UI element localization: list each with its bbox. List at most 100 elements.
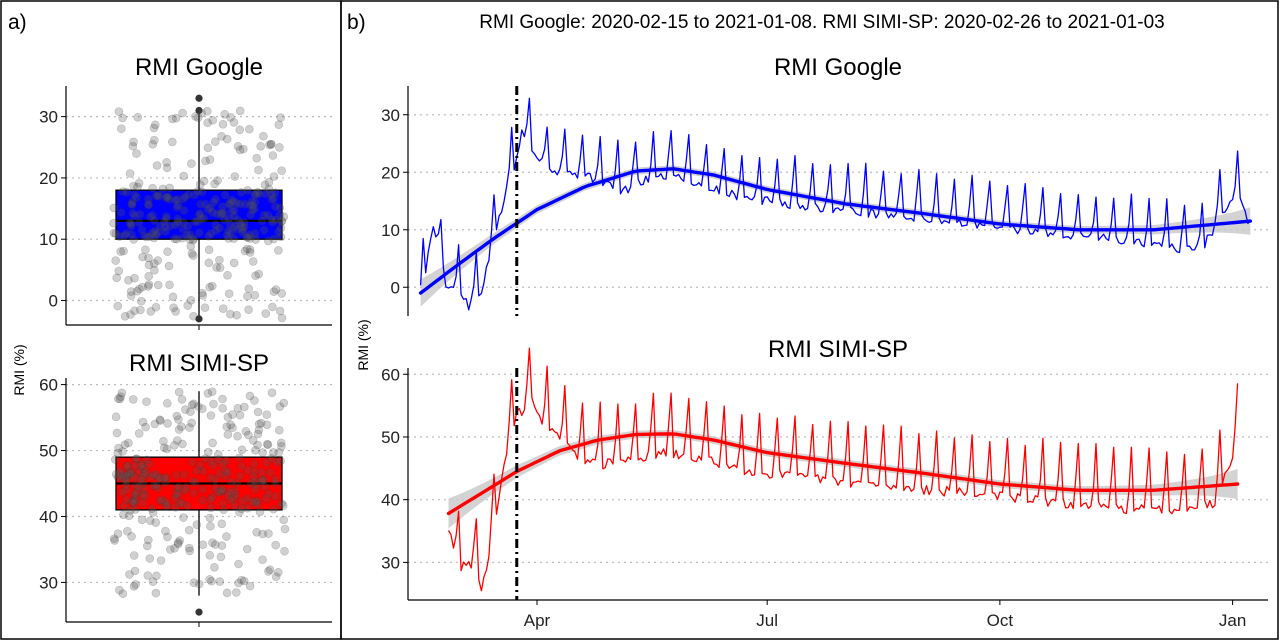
jitter-point (271, 215, 280, 224)
jitter-point (189, 311, 198, 321)
jitter-point (259, 131, 268, 141)
jitter-point (262, 420, 272, 430)
jitter-point (173, 539, 183, 549)
jitter-point (251, 271, 260, 281)
jitter-point (213, 176, 222, 185)
jitter-point (150, 265, 159, 275)
jitter-point (206, 503, 216, 513)
jitter-point (264, 529, 273, 538)
jitter-point (203, 118, 212, 127)
plot-title: RMI SIMI-SP (129, 350, 269, 377)
jitter-point (206, 473, 215, 483)
jitter-point (183, 501, 192, 511)
jitter-point (245, 124, 254, 134)
jitter-point (186, 242, 196, 251)
jitter-point (245, 230, 255, 240)
jitter-point (235, 199, 245, 209)
jitter-point (245, 391, 255, 401)
jitter-point (179, 206, 189, 215)
jitter-point (114, 266, 124, 276)
boxplot-google: RMI Google 0 10 20 30 (39, 54, 332, 330)
jitter-point (149, 481, 159, 491)
jitter-point (239, 576, 249, 586)
panel-b-frame (340, 0, 1279, 640)
jitter-point (119, 471, 129, 481)
jitter-point (233, 431, 242, 441)
y-axis-label-panel-b: RMI (%) (355, 319, 371, 370)
jitter-point (232, 588, 241, 597)
jitter-point (256, 418, 266, 428)
jitter-point (250, 467, 259, 476)
jitter-point (264, 184, 274, 194)
jitter-point (130, 211, 139, 221)
jitter-point (139, 464, 148, 473)
jitter-point (259, 475, 268, 485)
jitter-point (252, 153, 262, 163)
jitter-point (201, 200, 211, 209)
jitter-point (143, 571, 153, 580)
jitter-point (184, 525, 194, 535)
jitter-point (230, 486, 239, 496)
jitter-point (111, 469, 121, 479)
jitter-point (181, 483, 191, 492)
jitter-point (243, 465, 253, 475)
jitter-point (150, 135, 159, 145)
jitter-point (278, 501, 288, 510)
jitter-point (277, 499, 286, 508)
jitter-point (174, 482, 184, 492)
jitter-point (132, 454, 141, 464)
jitter-point (155, 496, 165, 506)
jitter-point (237, 575, 246, 585)
jitter-point (110, 536, 119, 545)
jitter-point (143, 282, 153, 291)
jitter-point (126, 219, 136, 229)
jitter-point (233, 403, 243, 413)
jitter-point (129, 137, 138, 147)
jitter-point (261, 309, 271, 318)
jitter-point (217, 208, 227, 218)
jitter-point (129, 395, 138, 404)
jitter-point (126, 310, 135, 319)
jitter-point (267, 190, 276, 199)
jitter-point (158, 184, 168, 194)
jitter-point (275, 203, 285, 213)
jitter-point (267, 195, 277, 204)
jitter-point (188, 251, 198, 260)
jitter-point (233, 142, 243, 151)
jitter-point (248, 201, 258, 211)
jitter-point (130, 461, 140, 471)
plot-title: RMI SIMI-SP (768, 336, 908, 363)
jitter-point (144, 459, 154, 469)
jitter-point (223, 412, 233, 422)
jitter-point (277, 166, 287, 175)
jitter-point (153, 256, 163, 265)
jitter-point (247, 197, 257, 207)
jitter-point (215, 223, 224, 233)
jitter-point (222, 231, 232, 240)
jitter-point (211, 220, 220, 230)
jitter-point (185, 423, 194, 432)
jitter-point (206, 495, 215, 504)
jitter-point (125, 506, 135, 515)
jitter-point (275, 306, 285, 316)
jitter-point (115, 585, 124, 595)
jitter-point (267, 388, 277, 398)
jitter-point (234, 578, 243, 588)
jitter-point (233, 216, 243, 225)
jitter-point (125, 570, 134, 579)
jitter-point (259, 211, 269, 220)
jitter-point (162, 500, 172, 510)
jitter-point (258, 555, 267, 565)
jitter-point (170, 493, 180, 503)
jitter-point (141, 468, 151, 478)
jitter-point (262, 439, 272, 449)
jitter-point (120, 440, 130, 450)
jitter-point (128, 497, 138, 506)
jitter-point (258, 448, 268, 457)
jitter-point (275, 402, 285, 411)
jitter-point (162, 193, 171, 203)
jitter-point (195, 209, 205, 218)
jitter-point (193, 113, 203, 122)
jitter-point (233, 224, 242, 234)
jitter-point (245, 581, 255, 591)
